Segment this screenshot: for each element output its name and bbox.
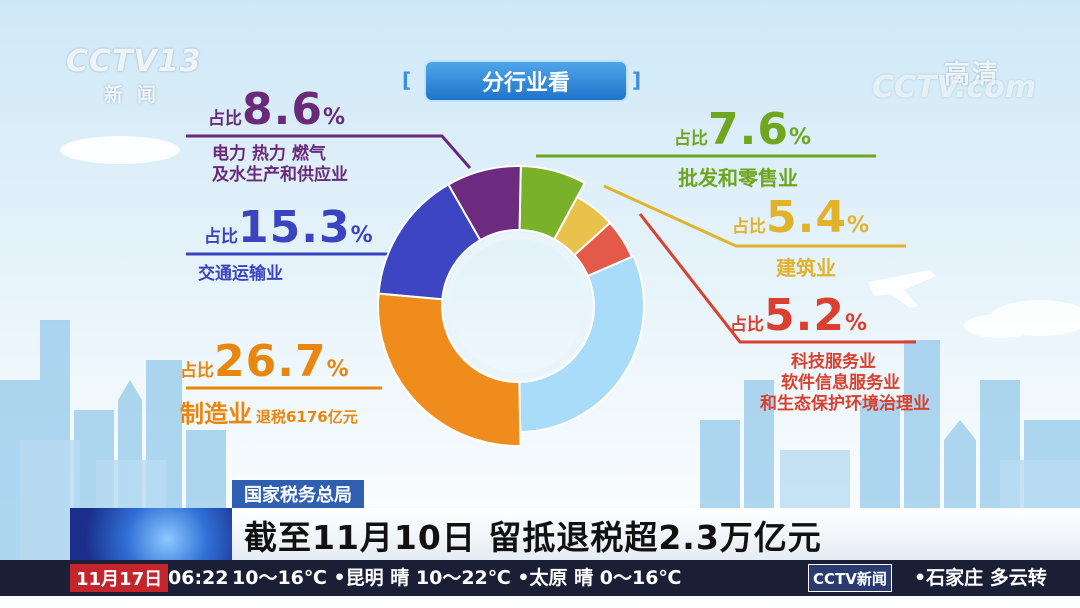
label-manufacturing-value: 26.7 (214, 336, 327, 387)
cctv-news-logo: CCTV新闻 (808, 564, 892, 592)
label-power-line-2: 及水生产和供应业 (212, 165, 348, 185)
label-construction-value: 5.4 (766, 192, 847, 243)
globe-graphic (70, 508, 232, 560)
label-transport-share: 占比15.3% (204, 202, 373, 253)
label-retail-share: 占比7.6% (674, 104, 811, 155)
label-tech-share: 占比5.2% (730, 290, 867, 341)
title-bracket-right: ] (632, 68, 642, 92)
label-manufacturing-refund: 退税6176亿元 (256, 408, 358, 426)
label-transport-unit: % (350, 223, 373, 248)
label-retail-unit: % (788, 125, 811, 150)
label-manufacturing-share: 占比26.7% (180, 336, 349, 387)
donut-slice-manufacturing (377, 292, 522, 447)
label-transport-name: 交通运输业 (198, 264, 283, 285)
title-bracket-left: [ (402, 68, 412, 92)
label-power-value: 8.6 (242, 84, 323, 135)
label-manufacturing-unit: % (326, 357, 349, 382)
label-retail-line-1: 批发和零售业 (678, 166, 798, 190)
label-tech-line-1: 科技服务业 (791, 352, 876, 372)
label-power-unit: % (322, 105, 345, 130)
label-transport-value: 15.3 (238, 202, 351, 253)
donut-slice-power (447, 165, 522, 242)
label-construction-name: 建筑业 (776, 256, 836, 280)
label-retail-name: 批发和零售业 (678, 166, 798, 190)
label-manufacturing-line-1: 制造业 (180, 400, 252, 428)
donut-inner-ring (445, 233, 591, 379)
label-transport-line-1: 交通运输业 (198, 264, 283, 284)
label-retail-prefix: 占比 (674, 129, 708, 149)
news-time: 06:22 (168, 567, 229, 589)
channel-logo: CCTV13 (66, 44, 202, 79)
chart-title: 分行业看 (424, 60, 628, 102)
label-power-line-1: 电力 热力 燃气 (212, 144, 326, 164)
label-tech-value: 5.2 (764, 290, 845, 341)
label-power-share: 占比8.6% (208, 84, 345, 135)
watermark-logo: CCTV.com (872, 70, 1037, 105)
label-manufacturing-name: 制造业 退税6176亿元 (180, 394, 358, 429)
news-date: 11月17日 (70, 564, 169, 592)
label-tech-unit: % (844, 311, 867, 336)
donut-slice-retail (518, 165, 587, 241)
weather-ticker-text: 10～16℃ •昆明 晴 10～22℃ •太原 晴 0～16℃ (232, 567, 682, 589)
news-headline: 截至11月10日 留抵退税超2.3万亿元 (244, 518, 822, 557)
label-tech-line-3: 和生态保护环境治理业 (760, 394, 930, 414)
hd-badge: 高清 (944, 60, 1001, 90)
label-transport-prefix: 占比 (204, 227, 238, 247)
donut-chart (377, 165, 645, 447)
weather-ticker-tail: •石家庄 多云转 (914, 567, 1047, 589)
label-power-name: 电力 热力 燃气 及水生产和供应业 (212, 144, 348, 186)
label-tech-prefix: 占比 (730, 315, 764, 335)
label-construction-line-1: 建筑业 (776, 256, 836, 280)
donut-slice-other (518, 254, 645, 433)
ticker-bar (0, 560, 1080, 596)
label-construction-share: 占比5.4% (732, 192, 869, 243)
label-construction-unit: % (846, 213, 869, 238)
weather-ticker: 10～16℃ •昆明 晴 10～22℃ •太原 晴 0～16℃ (232, 564, 812, 592)
label-power-prefix: 占比 (208, 109, 242, 129)
label-tech-name: 科技服务业 软件信息服务业 和生态保护环境治理业 (706, 352, 930, 415)
label-tech-line-2: 软件信息服务业 (781, 373, 900, 393)
news-source-tab: 国家税务总局 (232, 480, 364, 508)
label-retail-value: 7.6 (708, 104, 789, 155)
label-construction-prefix: 占比 (732, 217, 766, 237)
channel-sub-logo: 新闻 (104, 84, 171, 106)
label-manufacturing-prefix: 占比 (180, 361, 214, 381)
headline-bar (232, 508, 1080, 560)
